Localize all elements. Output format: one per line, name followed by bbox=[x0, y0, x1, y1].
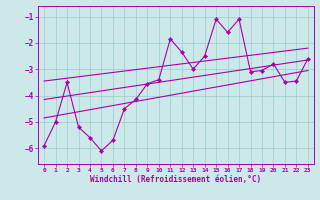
X-axis label: Windchill (Refroidissement éolien,°C): Windchill (Refroidissement éolien,°C) bbox=[91, 175, 261, 184]
